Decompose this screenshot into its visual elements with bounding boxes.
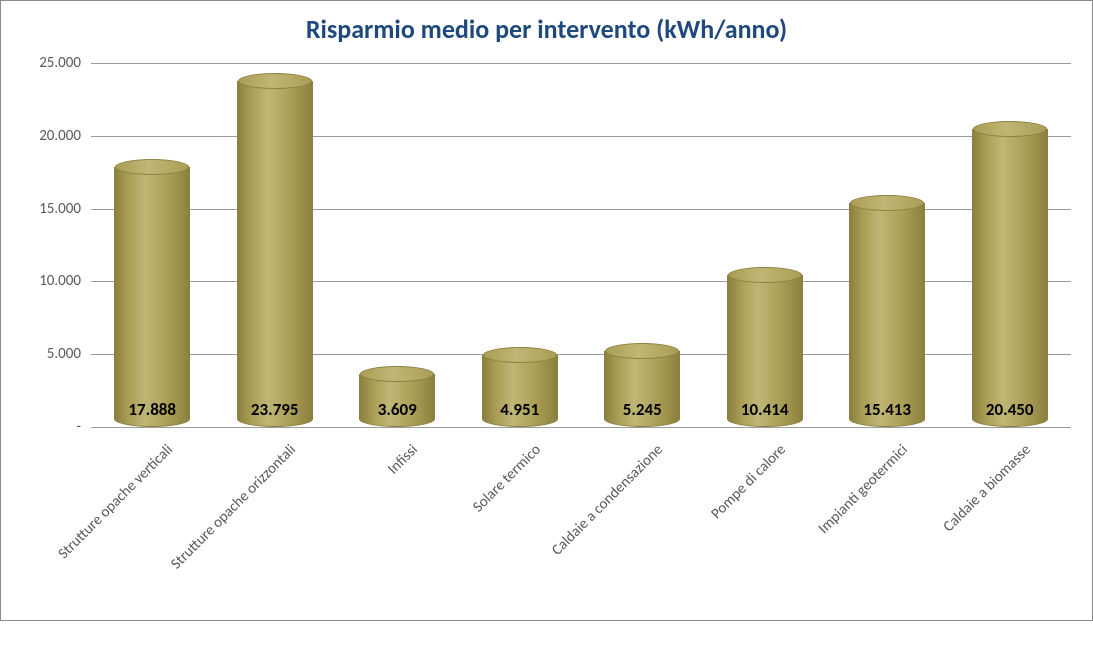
bar-top [728, 267, 802, 283]
bar-top [483, 347, 557, 363]
chart-frame: Risparmio medio per intervento (kWh/anno… [0, 0, 1093, 621]
bar-value-label: 23.795 [238, 399, 312, 420]
bar: 23.795 [237, 81, 313, 427]
bar: 10.414 [727, 275, 803, 427]
bar: 5.245 [604, 351, 680, 427]
gridline [91, 427, 1071, 428]
bar: 20.450 [972, 129, 1048, 427]
bar-top [850, 195, 924, 211]
y-tick-label: 15.000 [39, 200, 91, 218]
bar: 3.609 [359, 374, 435, 427]
x-category-label: Infissi [197, 441, 422, 666]
x-category-label: Caldaie a biomasse [810, 441, 1035, 666]
chart-title: Risparmio medio per intervento (kWh/anno… [1, 13, 1092, 45]
y-tick-label: 25.000 [39, 54, 91, 72]
y-tick-label: 5.000 [47, 345, 91, 363]
bar-top [360, 366, 434, 382]
x-category-label: Impianti geotermici [687, 441, 912, 666]
y-tick-label: 20.000 [39, 127, 91, 145]
x-category-label: Strutture opache verticali [0, 441, 177, 666]
bar: 4.951 [482, 355, 558, 427]
bar-value-label: 5.245 [605, 399, 679, 420]
bar: 17.888 [114, 167, 190, 427]
x-category-label: Caldaie a condensazione [442, 441, 667, 666]
gridline [91, 63, 1071, 64]
bar-top [115, 159, 189, 175]
y-tick-label: - [76, 418, 91, 436]
plot-area: -5.00010.00015.00020.00025.00017.888Stru… [91, 63, 1071, 427]
bar-top [605, 343, 679, 359]
bar-value-label: 4.951 [483, 399, 557, 420]
bar: 15.413 [849, 203, 925, 427]
x-category-label: Solare termico [320, 441, 545, 666]
x-category-label: Strutture opache orizzontali [75, 441, 300, 666]
bar-value-label: 20.450 [973, 399, 1047, 420]
bar-top [973, 121, 1047, 137]
x-category-label: Pompe di calore [565, 441, 790, 666]
y-tick-label: 10.000 [39, 272, 91, 290]
bar-value-label: 15.413 [850, 399, 924, 420]
bar-value-label: 10.414 [728, 399, 802, 420]
bar-value-label: 3.609 [360, 399, 434, 420]
bar-top [238, 73, 312, 89]
bar-value-label: 17.888 [115, 399, 189, 420]
